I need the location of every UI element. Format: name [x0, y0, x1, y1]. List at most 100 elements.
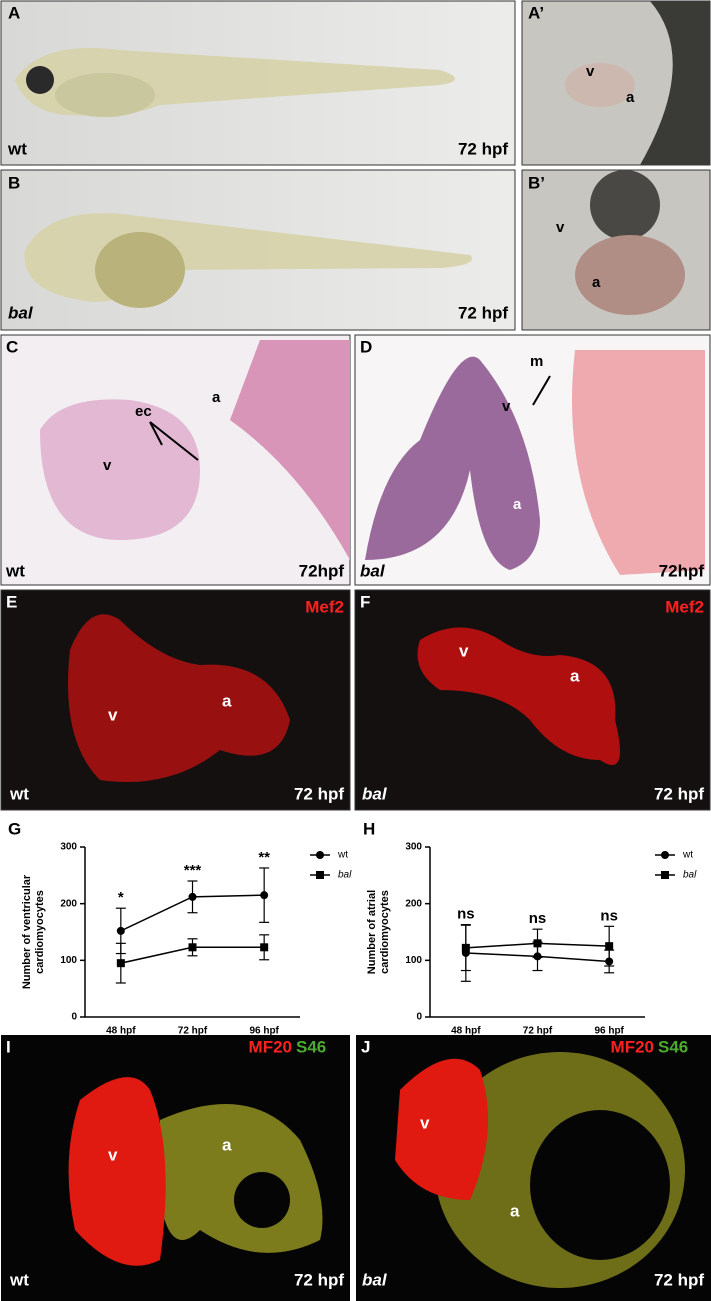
endocardium-label: ec — [135, 403, 152, 420]
panel-a: A wt 72 hpf — [0, 0, 516, 166]
significance-label: * — [118, 889, 124, 906]
ventricle-label: v — [586, 63, 595, 80]
y-axis-label: Number of atrial — [366, 890, 378, 974]
ventricle-label: v — [108, 705, 118, 724]
ventricle-label: v — [556, 219, 565, 236]
chart: G 0 100 200 300 Number of ventricular cardiomy… — [8, 819, 352, 1036]
genotype: wt — [7, 139, 27, 158]
stage: 72 hpf — [654, 1270, 704, 1289]
atrium-label: a — [222, 1135, 232, 1154]
atrium-label: a — [626, 89, 635, 106]
chart: H 0 100 200 300 Number of atrial cardiomyocyte… — [363, 819, 697, 1036]
marker — [260, 943, 269, 952]
legend-marker — [316, 851, 324, 859]
panel-letter: C — [6, 337, 18, 356]
panel-letter: A — [8, 3, 20, 22]
atrium-label: a — [513, 496, 522, 513]
marker — [116, 926, 125, 935]
y-axis-label: Number of ventricular — [21, 874, 33, 989]
arrow — [532, 375, 551, 406]
genotype: wt — [9, 784, 29, 803]
legend-label: wt — [682, 850, 693, 861]
stage: 72 hpf — [458, 139, 508, 158]
marker — [605, 942, 614, 951]
panel-letter: B — [8, 173, 20, 192]
legend-label: bal — [338, 870, 352, 881]
x-tick-label: 96 hpf — [594, 1026, 624, 1037]
panel-i: I MF20 S46 v a wt 72 hpf — [1, 1035, 350, 1301]
x-tick-label: 72 hpf — [523, 1026, 553, 1037]
y-tick-label: 0 — [416, 1012, 422, 1023]
genotype: bal — [362, 784, 388, 803]
atrium-label: a — [212, 389, 221, 406]
marker — [533, 939, 542, 948]
arrow — [149, 421, 163, 446]
panel-j: J MF20 S46 v a bal 72 hpf — [356, 1035, 711, 1301]
stain-label: Mef2 — [665, 597, 704, 616]
significance-label: ns — [529, 910, 547, 927]
legend-marker — [661, 871, 669, 879]
y-tick-label: 100 — [60, 955, 77, 966]
marker — [461, 943, 470, 952]
x-tick-label: 48 hpf — [451, 1026, 481, 1037]
y-tick-label: 200 — [60, 898, 77, 909]
legend-marker — [316, 871, 324, 879]
atrium-label: a — [592, 274, 601, 291]
panel-letter: E — [6, 592, 17, 611]
ventricle-label: v — [103, 457, 112, 474]
panel-letter: B’ — [528, 173, 545, 192]
stage: 72hpf — [659, 561, 705, 580]
ventricle-label: v — [108, 1145, 118, 1164]
genotype: bal — [362, 1270, 388, 1289]
panel-e: E Mef2 v a wt 72 hpf — [0, 589, 351, 811]
y-tick-label: 300 — [405, 842, 422, 853]
panel-d: D m v a bal 72hpf — [354, 334, 711, 586]
genotype: bal — [360, 561, 386, 580]
stage: 72 hpf — [294, 1270, 344, 1289]
y-tick-label: 100 — [405, 955, 422, 966]
panel-a-prime: A’ v a — [521, 0, 711, 166]
stain-label: MF20 — [249, 1037, 292, 1056]
stain-label: MF20 — [611, 1037, 654, 1056]
panel-b: B bal 72 hpf — [0, 169, 516, 331]
significance-label: ns — [600, 907, 618, 924]
panel-letter: D — [360, 337, 372, 356]
genotype: wt — [9, 1270, 29, 1289]
panel-b-prime: B’ v a — [521, 169, 711, 331]
x-tick-label: 96 hpf — [249, 1026, 279, 1037]
marker — [260, 891, 269, 900]
panel-letter: H — [363, 819, 375, 838]
legend-marker — [661, 851, 669, 859]
myocardium-label: m — [530, 353, 543, 370]
stage: 72 hpf — [458, 303, 508, 322]
legend-label: bal — [683, 870, 697, 881]
y-tick-label: 200 — [405, 898, 422, 909]
ventricle-label: v — [420, 1113, 430, 1132]
stage: 72 hpf — [294, 784, 344, 803]
stage: 72 hpf — [654, 784, 704, 803]
panel-c: C ec a v wt 72hpf — [0, 334, 351, 586]
legend-label: wt — [337, 850, 348, 861]
marker — [116, 959, 125, 968]
marker — [188, 943, 197, 952]
panel-f: F Mef2 v a bal 72 hpf — [354, 589, 711, 811]
panel-letter: F — [360, 592, 370, 611]
atrium-label: a — [222, 691, 232, 710]
significance-label: *** — [184, 862, 202, 879]
stain-label: S46 — [658, 1037, 688, 1056]
significance-label: ns — [457, 906, 475, 923]
y-axis-label: cardiomyocytes — [379, 890, 391, 974]
y-tick-label: 300 — [60, 842, 77, 853]
panel-letter: I — [6, 1037, 11, 1056]
stage: 72hpf — [299, 561, 345, 580]
stain-label: Mef2 — [305, 597, 344, 616]
atrium-label: a — [570, 666, 580, 685]
panel-letter: A’ — [528, 3, 544, 22]
y-axis-label: cardiomyocytes — [34, 890, 46, 974]
significance-label: ** — [258, 849, 270, 866]
genotype: bal — [8, 303, 34, 322]
marker — [188, 892, 197, 901]
atrium-label: a — [510, 1201, 520, 1220]
arrow — [149, 421, 199, 461]
